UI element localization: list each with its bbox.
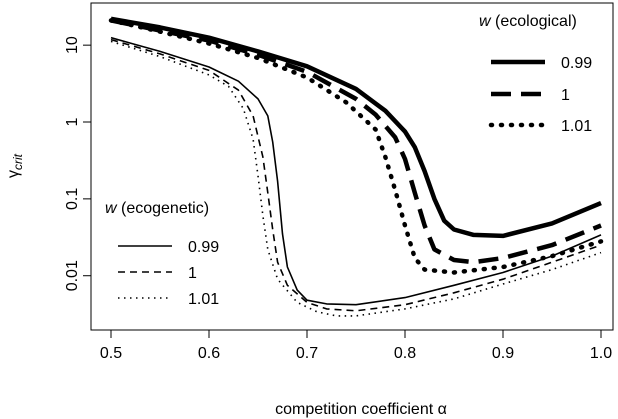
x-tick-label-1: 0.6 xyxy=(198,345,220,362)
legend-ecogenetic-title: w (ecogenetic) xyxy=(105,200,209,217)
legend-ecogenetic-label-0: 0.99 xyxy=(188,239,219,256)
series-layer xyxy=(108,16,604,317)
legend-ecogenetic: w (ecogenetic) 0.99 1 1.01 xyxy=(105,200,219,308)
y-axis-title-main: γ xyxy=(5,170,22,178)
x-tick-label-3: 0.8 xyxy=(394,345,416,362)
series-line-gen_101 xyxy=(110,40,602,317)
x-tick-label-5: 1.0 xyxy=(590,345,612,362)
y-axis-title: γcrit xyxy=(5,153,25,178)
y-axis: 10 1 0.1 0.01 xyxy=(64,36,91,291)
legend-ecological-title-symbol: w xyxy=(479,13,492,30)
x-tick-label-0: 0.5 xyxy=(100,345,122,362)
legend-ecogenetic-label-2: 1.01 xyxy=(188,291,219,308)
y-axis-title-text: γcrit xyxy=(5,153,25,178)
legend-ecological-label-2: 1.01 xyxy=(561,118,592,135)
y-tick-label-3: 0.01 xyxy=(64,260,81,291)
legend-ecological-label-0: 0.99 xyxy=(561,55,592,72)
x-axis-title: competition coefficient α xyxy=(275,401,447,418)
legend-ecogenetic-title-symbol: w xyxy=(105,200,118,217)
y-tick-label-2: 0.1 xyxy=(64,188,81,210)
legend-ecological-title: w (ecological) xyxy=(479,13,577,30)
legend-ecogenetic-label-1: 1 xyxy=(188,265,197,282)
x-tick-label-4: 0.9 xyxy=(492,345,514,362)
legend-ecogenetic-title-text: (ecogenetic) xyxy=(117,200,210,217)
x-axis: 0.5 0.6 0.7 0.8 0.9 1.0 xyxy=(100,330,612,362)
plot-frame xyxy=(90,2,614,331)
y-tick-label-0: 10 xyxy=(64,36,81,54)
legend-ecological-title-text: (ecological) xyxy=(491,13,577,30)
x-tick-label-2: 0.7 xyxy=(296,345,318,362)
legend-ecological-label-1: 1 xyxy=(561,87,570,104)
y-axis-title-sub: crit xyxy=(11,153,25,170)
y-tick-label-1: 1 xyxy=(64,117,81,126)
series-line-eco_101 xyxy=(108,18,604,275)
series-line-eco_1 xyxy=(110,18,602,265)
legend-ecological: w (ecological) 0.99 1 1.01 xyxy=(479,13,592,135)
series-line-gen_099 xyxy=(110,36,602,306)
series-line-gen_1 xyxy=(110,38,602,312)
series-line-eco_099 xyxy=(110,16,602,239)
